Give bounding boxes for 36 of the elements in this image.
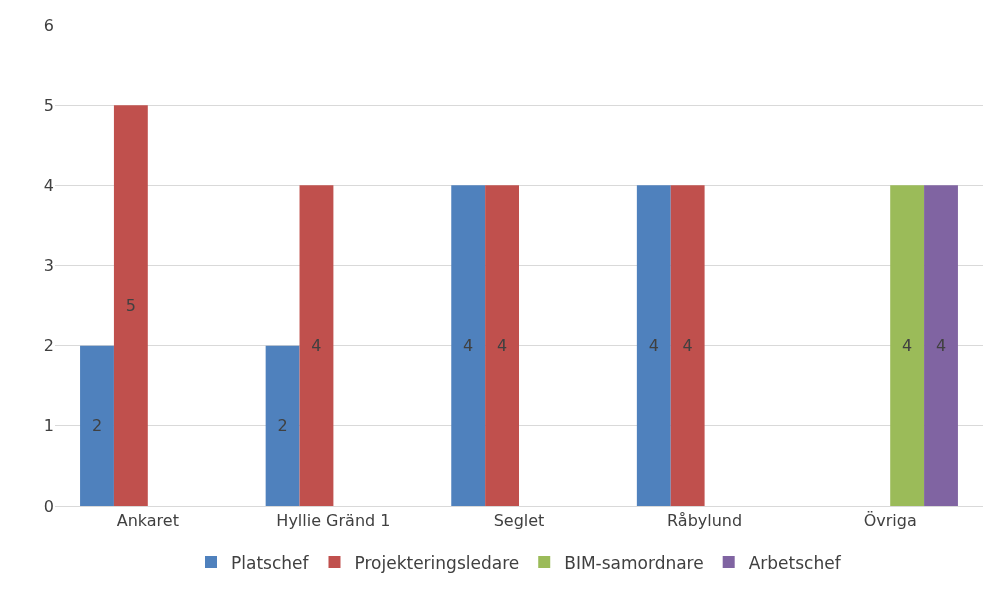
bar: [670, 185, 705, 506]
x-tick-label: Råbylund: [667, 511, 743, 531]
legend-label: Arbetschef: [748, 552, 842, 573]
bar: [299, 185, 334, 506]
y-tick-label: 2: [43, 336, 54, 356]
bar: [80, 345, 114, 506]
y-tick-label: 1: [43, 416, 54, 436]
x-tick-label: Seglet: [493, 511, 545, 531]
data-label: 4: [311, 336, 322, 356]
data-label: 4: [496, 336, 508, 356]
legend-label: Platschef: [231, 552, 310, 573]
data-label: 2: [277, 416, 288, 436]
data-label: 5: [125, 296, 136, 316]
bar: [890, 185, 925, 506]
x-tick-label: Hyllie Gränd 1: [276, 511, 391, 531]
data-label: 4: [935, 336, 947, 356]
data-label: 4: [682, 336, 693, 356]
x-tick-label: Ankaret: [116, 511, 179, 531]
y-tick-label: 6: [43, 15, 54, 35]
x-tick-label: Övriga: [863, 511, 917, 531]
data-label: 4: [648, 336, 659, 356]
y-tick-label: 0: [43, 496, 54, 516]
data-label: 4: [902, 336, 913, 356]
y-tick-label: 3: [43, 256, 54, 276]
bar: [636, 185, 671, 506]
bar: [451, 185, 486, 506]
legend-label: Projekteringsledare: [354, 552, 520, 573]
bar: [265, 345, 300, 506]
data-label: 2: [91, 416, 103, 436]
legend-label: BIM-samordnare: [564, 552, 704, 573]
y-tick-label: 4: [43, 175, 54, 195]
y-tick-label: 5: [43, 95, 54, 115]
bar: [113, 105, 148, 506]
bar: [485, 185, 519, 506]
bar: [924, 185, 958, 506]
data-label: 4: [463, 336, 474, 356]
